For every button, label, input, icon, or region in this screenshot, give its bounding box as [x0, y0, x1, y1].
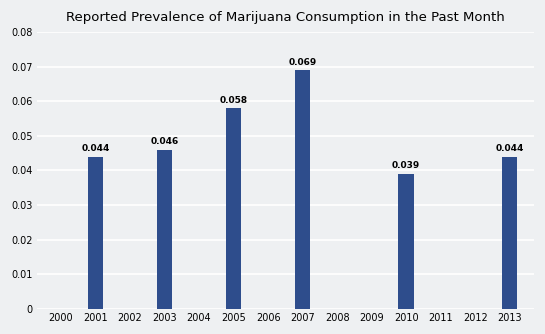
- Bar: [295, 70, 310, 309]
- Title: Reported Prevalence of Marijuana Consumption in the Past Month: Reported Prevalence of Marijuana Consump…: [66, 11, 505, 24]
- Text: 0.069: 0.069: [288, 58, 317, 67]
- Bar: [398, 174, 414, 309]
- Text: 0.044: 0.044: [81, 144, 110, 153]
- Bar: [88, 157, 103, 309]
- Text: 0.058: 0.058: [220, 96, 247, 105]
- Bar: [157, 150, 172, 309]
- Text: 0.044: 0.044: [495, 144, 524, 153]
- Bar: [502, 157, 518, 309]
- Text: 0.039: 0.039: [392, 161, 420, 170]
- Text: 0.046: 0.046: [150, 137, 179, 146]
- Bar: [226, 108, 241, 309]
